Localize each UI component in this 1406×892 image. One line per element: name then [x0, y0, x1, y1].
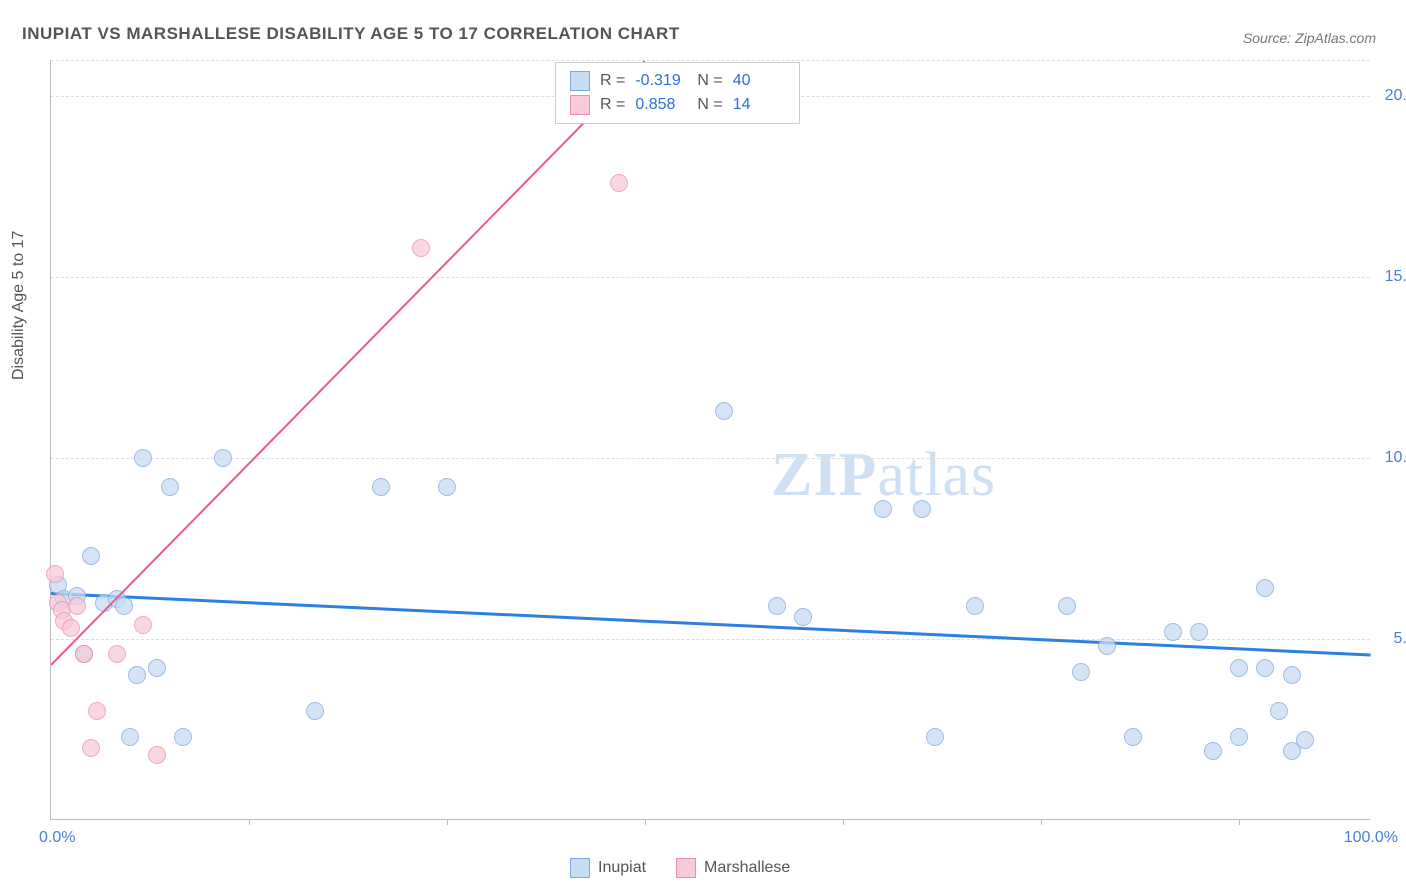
legend-swatch	[570, 71, 590, 91]
data-point	[174, 728, 192, 746]
legend-swatch	[570, 858, 590, 878]
data-point	[134, 449, 152, 467]
y-tick-label: 5.0%	[1394, 630, 1406, 648]
data-point	[1098, 637, 1116, 655]
data-point	[412, 239, 430, 257]
data-point	[1270, 702, 1288, 720]
data-point	[913, 500, 931, 518]
stats-row: R = -0.319 N = 40	[570, 69, 785, 93]
data-point	[1296, 731, 1314, 749]
stats-r-value: -0.319	[635, 72, 687, 90]
gridline	[51, 60, 1370, 61]
data-point	[926, 728, 944, 746]
data-point	[62, 619, 80, 637]
data-point	[715, 402, 733, 420]
legend-item: Inupiat	[570, 858, 646, 878]
data-point	[75, 645, 93, 663]
x-tick-label: 0.0%	[39, 829, 75, 847]
stats-row: R = 0.858 N = 14	[570, 93, 785, 117]
y-tick-label: 20.0%	[1385, 87, 1406, 105]
y-tick-label: 15.0%	[1385, 268, 1406, 286]
watermark-rest: atlas	[877, 441, 996, 509]
x-tick-mark	[1239, 819, 1240, 825]
data-point	[1058, 597, 1076, 615]
legend-swatch	[570, 95, 590, 115]
data-point	[148, 746, 166, 764]
data-point	[438, 478, 456, 496]
data-point	[68, 597, 86, 615]
data-point	[214, 449, 232, 467]
legend-item: Marshallese	[676, 858, 790, 878]
stats-n-label: N =	[697, 96, 722, 114]
stats-n-value: 40	[733, 72, 785, 90]
legend-swatch	[676, 858, 696, 878]
data-point	[88, 702, 106, 720]
source-attribution: Source: ZipAtlas.com	[1243, 30, 1376, 46]
data-point	[82, 739, 100, 757]
chart-title: INUPIAT VS MARSHALLESE DISABILITY AGE 5 …	[22, 24, 680, 44]
data-point	[1256, 659, 1274, 677]
watermark-bold: ZIP	[771, 441, 877, 509]
data-point	[1256, 579, 1274, 597]
stats-r-label: R =	[600, 96, 625, 114]
data-point	[46, 565, 64, 583]
gridline	[51, 277, 1370, 278]
data-point	[1230, 728, 1248, 746]
stats-r-label: R =	[600, 72, 625, 90]
data-point	[372, 478, 390, 496]
y-tick-label: 10.0%	[1385, 449, 1406, 467]
trend-line	[50, 60, 645, 666]
data-point	[1230, 659, 1248, 677]
data-point	[1190, 623, 1208, 641]
y-axis-label: Disability Age 5 to 17	[10, 231, 28, 380]
stats-legend-box: R = -0.319 N = 40 R = 0.858 N = 14	[555, 62, 800, 124]
data-point	[1283, 666, 1301, 684]
data-point	[128, 666, 146, 684]
data-point	[1072, 663, 1090, 681]
x-tick-mark	[1041, 819, 1042, 825]
data-point	[794, 608, 812, 626]
data-point	[610, 174, 628, 192]
x-tick-mark	[447, 819, 448, 825]
legend: Inupiat Marshallese	[570, 858, 790, 878]
data-point	[121, 728, 139, 746]
plot-area: ZIPatlas 5.0%10.0%15.0%20.0%0.0%100.0%	[50, 60, 1370, 820]
data-point	[306, 702, 324, 720]
gridline	[51, 458, 1370, 459]
data-point	[768, 597, 786, 615]
data-point	[1124, 728, 1142, 746]
stats-r-value: 0.858	[635, 96, 687, 114]
data-point	[874, 500, 892, 518]
data-point	[108, 645, 126, 663]
legend-label: Marshallese	[704, 859, 790, 876]
data-point	[966, 597, 984, 615]
x-tick-mark	[645, 819, 646, 825]
data-point	[1204, 742, 1222, 760]
data-point	[148, 659, 166, 677]
x-tick-mark	[249, 819, 250, 825]
data-point	[82, 547, 100, 565]
data-point	[1164, 623, 1182, 641]
x-tick-mark	[843, 819, 844, 825]
stats-n-label: N =	[697, 72, 722, 90]
x-tick-label: 100.0%	[1344, 829, 1398, 847]
data-point	[134, 616, 152, 634]
stats-n-value: 14	[733, 96, 785, 114]
legend-label: Inupiat	[598, 859, 646, 876]
data-point	[161, 478, 179, 496]
data-point	[115, 597, 133, 615]
